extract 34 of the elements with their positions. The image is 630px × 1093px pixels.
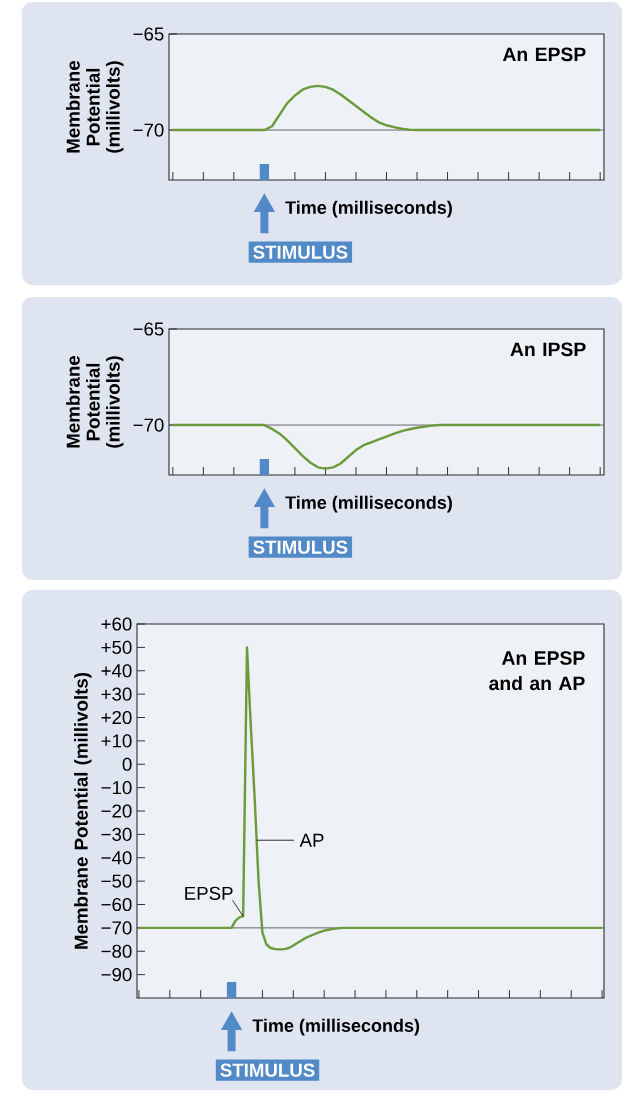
y-tick-label: +60 bbox=[101, 617, 132, 631]
text: STIMULUS bbox=[220, 1063, 315, 1077]
text: An EPSP and an AP bbox=[489, 651, 585, 691]
y-tick-label: −40 bbox=[101, 851, 132, 865]
annotation: EPSP bbox=[185, 886, 233, 900]
y-tick-label: −70 bbox=[133, 418, 164, 432]
annotation: AP bbox=[299, 833, 324, 847]
x-axis-title: Time (milliseconds) bbox=[285, 200, 452, 218]
y-tick-label: +30 bbox=[101, 687, 132, 701]
y-tick-label: −70 bbox=[133, 123, 164, 137]
x-axis-title: Time (milliseconds) bbox=[285, 495, 452, 513]
text: STIMULUS bbox=[253, 245, 348, 259]
y-tick-label: −90 bbox=[101, 968, 132, 982]
y-tick-label: −80 bbox=[101, 944, 132, 958]
y-tick-label: +50 bbox=[101, 640, 132, 654]
y-tick-label: +40 bbox=[101, 664, 132, 678]
y-tick-label: −20 bbox=[101, 804, 132, 818]
y-tick-label: −10 bbox=[101, 781, 132, 795]
text: STIMULUS bbox=[253, 540, 348, 554]
y-tick-label: −65 bbox=[133, 322, 164, 336]
text: An EPSP bbox=[502, 47, 586, 62]
y-tick-label: −60 bbox=[101, 897, 132, 912]
y-tick-label: 0 bbox=[122, 757, 132, 771]
y-axis-title: Membrane Potential (millivolts) bbox=[74, 672, 92, 949]
text: An IPSP bbox=[510, 342, 586, 357]
y-tick-label: −70 bbox=[101, 921, 132, 935]
y-tick-label: −30 bbox=[101, 827, 132, 841]
y-tick-label: −65 bbox=[133, 27, 164, 41]
x-axis-title: Time (milliseconds) bbox=[252, 1018, 420, 1036]
y-tick-label: −50 bbox=[101, 874, 132, 888]
y-tick-label: +10 bbox=[101, 734, 132, 748]
y-axis-title: Membrane Potential (millivolts) bbox=[66, 355, 124, 448]
y-tick-label: +20 bbox=[101, 710, 132, 725]
y-axis-title: Membrane Potential (millivolts) bbox=[66, 60, 124, 153]
